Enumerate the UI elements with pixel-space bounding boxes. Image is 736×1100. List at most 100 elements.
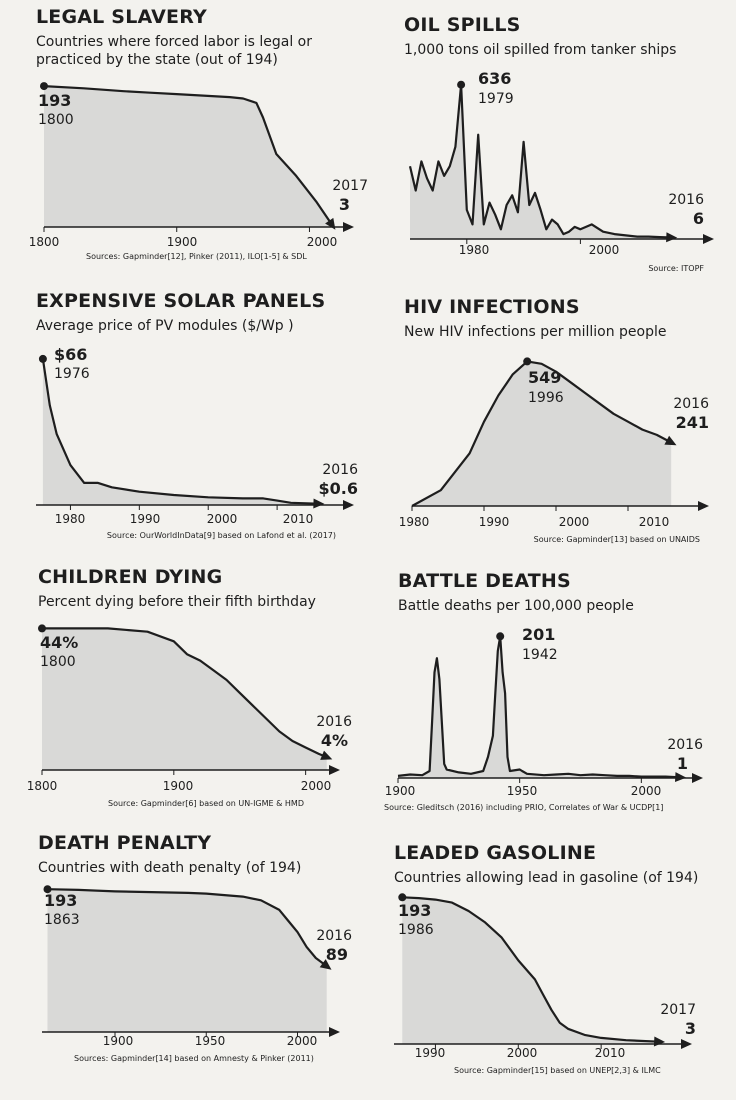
start-year-label: 1800 xyxy=(40,654,76,670)
panel-subtitle: New HIV infections per million people xyxy=(404,323,666,341)
x-tick-label: 1950 xyxy=(507,784,538,798)
panel-title: EXPENSIVE SOLAR PANELS xyxy=(36,290,326,312)
area-fill xyxy=(402,897,660,1044)
subtitle-line: Countries with death penalty (of 194) xyxy=(38,860,302,876)
axis-arrow xyxy=(681,1039,692,1049)
panel-oil-spills: OIL SPILLS 1,000 tons oil spilled from t… xyxy=(404,14,722,274)
panel-subtitle: Percent dying before their fifth birthda… xyxy=(38,593,316,611)
x-tick-label: 1900 xyxy=(103,1034,134,1048)
peak-marker xyxy=(457,80,466,89)
end-year-label: 2016 xyxy=(673,396,709,412)
end-value-label: 6 xyxy=(693,209,704,228)
series-line xyxy=(42,627,328,759)
subtitle-line: 1,000 tons oil spilled from tanker ships xyxy=(404,42,677,58)
start-year-label: 1976 xyxy=(54,366,90,382)
end-year-label: 2016 xyxy=(668,192,704,208)
axis-arrow xyxy=(343,500,354,510)
axis-arrow xyxy=(329,1027,340,1037)
peak-year-label: 1942 xyxy=(522,647,558,663)
start-value-label: 44% xyxy=(40,633,78,652)
axis-arrow xyxy=(703,234,714,244)
x-tick-label: 2000 xyxy=(307,235,338,249)
subtitle-line: New HIV infections per million people xyxy=(404,324,667,340)
series-end-arrow xyxy=(664,435,677,446)
end-value-label: 1 xyxy=(677,754,688,773)
panel-battle-deaths: BATTLE DEATHS Battle deaths per 100,000 … xyxy=(384,570,716,820)
panel-subtitle: Countries allowing lead in gasoline (of … xyxy=(394,869,698,887)
x-tick-label: 2010 xyxy=(283,512,314,526)
area-fill xyxy=(412,361,672,506)
area-fill xyxy=(47,889,327,1032)
panel-solar-panels: EXPENSIVE SOLAR PANELS Average price of … xyxy=(36,290,358,545)
chart-death-penalty: 193 1863 2016 89 1900 1950 2000 Sources:… xyxy=(42,885,352,1063)
panel-leaded-gasoline: LEADED GASOLINE Countries allowing lead … xyxy=(394,842,716,1092)
start-value-label: 193 xyxy=(398,901,431,920)
source-note: Source: Gapminder[13] based on UNAIDS xyxy=(534,535,700,544)
panel-title: LEADED GASOLINE xyxy=(394,842,597,864)
subtitle-line: Average price of PV modules ($/Wp ) xyxy=(36,318,294,334)
x-tick-label: 2000 xyxy=(559,515,590,529)
end-value-label: 3 xyxy=(339,195,350,214)
panel-hiv-infections: HIV INFECTIONS New HIV infections per mi… xyxy=(399,296,722,551)
x-tick-label: 1800 xyxy=(27,779,58,793)
x-tick-label: 2010 xyxy=(639,515,670,529)
panel-subtitle: 1,000 tons oil spilled from tanker ships xyxy=(404,41,676,59)
x-tick-label: 2000 xyxy=(287,1034,318,1048)
panel-legal-slavery: LEGAL SLAVERY Countries where forced lab… xyxy=(29,6,368,266)
series-line xyxy=(408,83,672,239)
end-value-label: $0.6 xyxy=(319,479,358,498)
end-value-label: 3 xyxy=(685,1019,696,1038)
axis-arrow xyxy=(329,765,340,775)
chart-oil-spills: 636 1979 2016 6 1980 2000 Source: ITOPF xyxy=(408,69,714,273)
source-note: Source: Gapminder[6] based on UN-IGME & … xyxy=(108,799,304,808)
peak-year-label: 1996 xyxy=(528,390,564,406)
peak-value-label: 636 xyxy=(478,69,511,88)
series-line xyxy=(47,888,328,967)
panel-subtitle: Countries where forced labor is legal or… xyxy=(36,33,312,69)
series-end-arrow xyxy=(319,959,332,970)
panel-title: LEGAL SLAVERY xyxy=(36,6,207,28)
x-tick-label: 1980 xyxy=(55,512,86,526)
end-value-label: 4% xyxy=(321,731,348,750)
start-marker xyxy=(38,624,46,633)
series-end-arrow xyxy=(320,750,333,760)
end-year-label: 2016 xyxy=(316,714,352,730)
series-line xyxy=(41,358,319,505)
series-line xyxy=(411,360,672,507)
end-year-label: 2017 xyxy=(332,178,368,194)
end-year-label: 2016 xyxy=(316,928,352,944)
axis-arrow xyxy=(343,222,354,232)
axis-arrow xyxy=(698,501,709,511)
panel-title: HIV INFECTIONS xyxy=(404,296,580,318)
chart-battle-deaths: 201 1942 2016 1 1900 1950 2000 Source: G… xyxy=(384,625,703,812)
panel-subtitle: Countries with death penalty (of 194) xyxy=(38,859,301,877)
x-tick-label: 1900 xyxy=(385,784,416,798)
series-end-arrow xyxy=(675,772,687,782)
x-tick-label: 2000 xyxy=(507,1046,538,1060)
x-tick-label: 1900 xyxy=(167,235,198,249)
source-note: Sources: Gapminder[14] based on Amnesty … xyxy=(74,1054,314,1063)
x-tick-label: 1950 xyxy=(195,1034,226,1048)
peak-value-label: 549 xyxy=(528,368,561,387)
series-end-arrow xyxy=(666,232,678,243)
x-tick-label: 2000 xyxy=(207,512,238,526)
source-note: Sources: Gapminder[12], Pinker (2011), I… xyxy=(86,252,307,261)
series-line xyxy=(397,635,681,779)
start-marker xyxy=(38,354,47,363)
panel-title: CHILDREN DYING xyxy=(38,566,223,588)
chart-leaded-gasoline: 193 1986 2017 3 1990 2000 2010 Source: G… xyxy=(394,893,696,1075)
chart-children-dying: 44% 1800 2016 4% 1800 1900 2000 Source: … xyxy=(27,624,352,808)
subtitle-line: Battle deaths per 100,000 people xyxy=(398,598,634,614)
start-value-label: 193 xyxy=(44,891,77,910)
axis-arrow xyxy=(692,773,703,783)
start-year-label: 1986 xyxy=(398,922,434,938)
x-tick-label: 1990 xyxy=(130,512,161,526)
area-fill xyxy=(44,86,333,227)
start-marker xyxy=(398,893,407,902)
start-year-label: 1800 xyxy=(38,112,74,128)
source-note: Source: ITOPF xyxy=(648,264,704,273)
area-fill xyxy=(42,628,327,770)
peak-marker xyxy=(523,357,532,366)
start-value-label: 193 xyxy=(38,91,71,110)
x-tick-label: 1900 xyxy=(163,779,194,793)
